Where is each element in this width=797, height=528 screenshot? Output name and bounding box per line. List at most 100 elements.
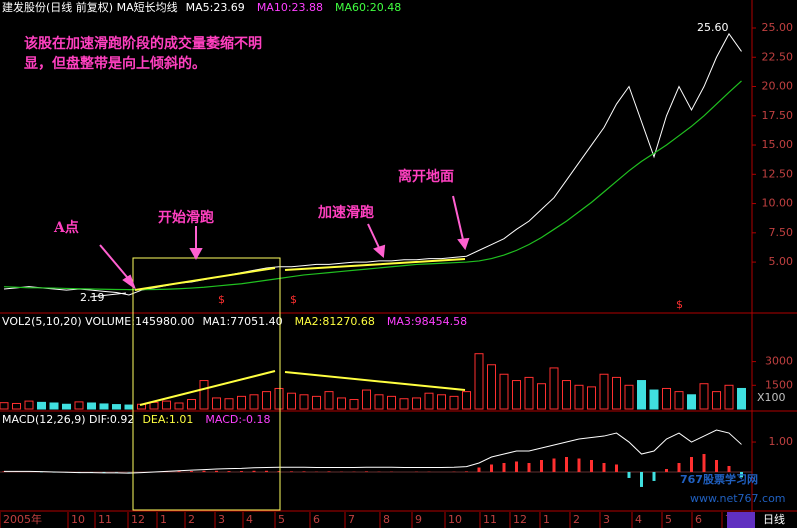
volume-bar <box>549 367 559 410</box>
volume-bar <box>312 395 321 410</box>
volume-bar <box>674 391 684 410</box>
price-line <box>3 32 742 296</box>
volume-bar <box>712 391 721 410</box>
header-value: MA60:20.48 <box>335 1 401 14</box>
volume-bar <box>399 398 409 410</box>
y-tick-label: 15.00 <box>762 138 794 151</box>
header-value: MA1:77051.40 <box>202 315 282 328</box>
time-label: 1 <box>160 513 167 526</box>
volume-bar <box>612 376 621 410</box>
volume-bar <box>537 383 546 410</box>
panel-title: VOL2(5,10,20) VOLUME:145980.00 <box>2 315 194 328</box>
volume-bar <box>599 373 609 410</box>
marker: $ <box>676 298 683 311</box>
volume-bar <box>374 394 384 410</box>
volume-bar <box>699 383 709 410</box>
marker: $ <box>290 293 297 306</box>
annotation: 显，但盘整带是向上倾斜的。 <box>24 55 206 72</box>
panel-title: 建发股份(日线 前复权) MA短长均线 <box>2 0 178 14</box>
time-label: 10 <box>448 513 462 526</box>
volume-bar <box>637 380 646 410</box>
y-tick-label: 5.00 <box>769 255 794 268</box>
period-button[interactable]: 日线 <box>763 512 785 526</box>
header-value: MA2:81270.68 <box>295 315 375 328</box>
volume-bar <box>649 389 659 410</box>
time-label: 6 <box>695 513 702 526</box>
volume-bar <box>737 387 746 410</box>
time-label: 9 <box>415 513 422 526</box>
volume-bar <box>487 364 496 410</box>
marker: $ <box>218 293 225 306</box>
time-label: 2005年 <box>3 512 42 526</box>
period-indicator <box>727 512 755 528</box>
price-line <box>3 80 742 291</box>
trend-lines <box>134 258 466 406</box>
time-label: 2 <box>573 513 580 526</box>
time-label: 11 <box>483 513 497 526</box>
volume-bar <box>337 397 346 410</box>
time-label: 5 <box>665 513 672 526</box>
annotation: A点 <box>53 219 79 236</box>
y-tick-label: 1500 <box>765 378 793 391</box>
volume-bar <box>199 380 209 410</box>
volume-bar <box>412 397 421 410</box>
volume-bar <box>624 384 634 410</box>
volume-bar <box>387 395 396 410</box>
volume-bar <box>287 392 296 410</box>
watermark: 767股票学习网 <box>680 472 758 486</box>
time-label: 12 <box>131 513 145 526</box>
volume-bar <box>99 403 109 410</box>
volume-bar <box>274 387 284 410</box>
volume-bar <box>24 400 34 410</box>
y-tick-label: 17.50 <box>762 109 794 122</box>
volume-bar <box>437 394 446 410</box>
volume-bar <box>424 392 434 410</box>
volume-bar <box>324 391 334 410</box>
time-label: 3 <box>218 513 225 526</box>
arrows <box>89 195 470 298</box>
volume-bar <box>662 387 671 410</box>
y-tick-label: 20.00 <box>762 80 794 93</box>
volume-bar <box>212 397 221 410</box>
highlight-box <box>132 257 281 511</box>
time-label: 8 <box>383 513 390 526</box>
y-tick-label: 3000 <box>765 355 793 368</box>
annotation: 加速滑跑 <box>317 204 374 221</box>
time-label: 4 <box>246 513 253 526</box>
volume-bar <box>37 401 46 410</box>
time-label: 11 <box>98 513 112 526</box>
volume-bar <box>174 402 184 410</box>
volume-bar <box>449 395 459 410</box>
time-label: 3 <box>603 513 610 526</box>
volume-bar <box>724 384 734 410</box>
volume-bar <box>574 384 584 410</box>
volume-bar <box>499 373 509 410</box>
panel-title: MACD(12,26,9) DIF:0.92 <box>2 413 134 426</box>
volume-bar <box>587 386 596 410</box>
volume-bar <box>299 394 309 410</box>
volume-bar <box>49 402 59 410</box>
volume-bar <box>362 389 371 410</box>
time-label: 7 <box>348 513 355 526</box>
volume-bar <box>237 395 246 410</box>
time-label: 4 <box>635 513 642 526</box>
time-label: 2 <box>188 513 195 526</box>
watermark-url: www.net767.com <box>690 492 786 505</box>
volume-bar <box>74 401 84 410</box>
annotation: 该股在加速滑跑阶段的成交量萎缩不明 <box>24 35 262 52</box>
unit-label: X100 <box>757 391 786 404</box>
volume-bar <box>249 394 259 410</box>
volume-bar <box>12 402 21 410</box>
annotation: 离开地面 <box>398 168 454 185</box>
y-tick-label: 25.00 <box>762 21 794 34</box>
volume-bar <box>224 398 234 410</box>
volume-bar <box>262 391 271 410</box>
header-value: MACD:-0.18 <box>205 413 270 426</box>
header-value: MA3:98454.58 <box>387 315 467 328</box>
volume-bar <box>524 376 534 410</box>
volume-bar <box>474 353 484 410</box>
volume-bar <box>687 394 696 410</box>
y-tick-label: 7.50 <box>769 226 794 239</box>
